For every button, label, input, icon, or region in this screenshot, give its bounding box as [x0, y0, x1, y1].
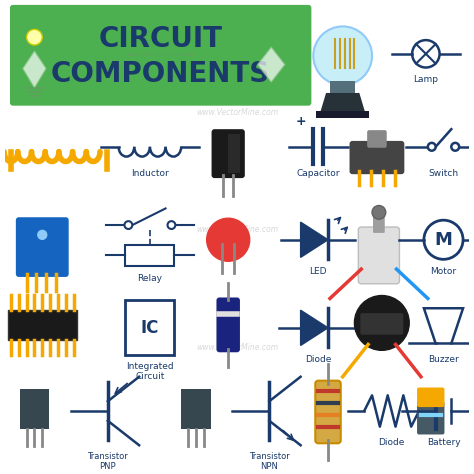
- Text: +: +: [295, 115, 306, 128]
- Circle shape: [27, 29, 42, 45]
- Polygon shape: [257, 47, 285, 82]
- Text: Diode: Diode: [378, 438, 405, 447]
- Circle shape: [36, 229, 48, 241]
- Text: Transistor
NPN: Transistor NPN: [249, 452, 290, 472]
- Text: LED: LED: [310, 267, 327, 276]
- FancyBboxPatch shape: [212, 230, 244, 244]
- Text: Transistor
PNP: Transistor PNP: [88, 452, 128, 472]
- FancyBboxPatch shape: [211, 129, 245, 178]
- Polygon shape: [23, 51, 46, 88]
- FancyBboxPatch shape: [228, 134, 240, 173]
- Text: Motor: Motor: [430, 267, 456, 276]
- Polygon shape: [301, 222, 328, 257]
- Polygon shape: [320, 93, 365, 112]
- Circle shape: [207, 218, 250, 261]
- Text: COMPONENTS: COMPONENTS: [51, 60, 270, 88]
- Text: www.VectorMine.com: www.VectorMine.com: [127, 52, 194, 57]
- FancyBboxPatch shape: [330, 81, 356, 93]
- Circle shape: [125, 221, 132, 229]
- Text: www.VectorMine.com: www.VectorMine.com: [196, 226, 278, 235]
- Circle shape: [451, 143, 459, 151]
- Circle shape: [424, 220, 463, 259]
- Text: CIRCUIT: CIRCUIT: [99, 25, 223, 53]
- Text: Lamp: Lamp: [413, 75, 438, 84]
- Text: www.VectorMine.com: www.VectorMine.com: [196, 343, 278, 352]
- Circle shape: [355, 295, 409, 350]
- FancyBboxPatch shape: [126, 301, 174, 355]
- FancyBboxPatch shape: [16, 217, 69, 277]
- Text: M: M: [435, 231, 452, 249]
- FancyBboxPatch shape: [367, 130, 387, 148]
- Circle shape: [428, 143, 436, 151]
- FancyBboxPatch shape: [417, 401, 445, 435]
- Circle shape: [167, 221, 175, 229]
- Text: Integrated
Circuit: Integrated Circuit: [126, 362, 173, 382]
- FancyBboxPatch shape: [417, 388, 445, 407]
- Text: Buzzer: Buzzer: [428, 355, 459, 364]
- Circle shape: [412, 40, 439, 67]
- Text: Inductor: Inductor: [131, 169, 169, 178]
- Circle shape: [313, 27, 372, 85]
- FancyBboxPatch shape: [373, 211, 385, 233]
- FancyBboxPatch shape: [181, 390, 210, 428]
- Text: www.VectorMine.com: www.VectorMine.com: [196, 108, 278, 117]
- FancyBboxPatch shape: [8, 310, 76, 339]
- FancyBboxPatch shape: [358, 227, 400, 284]
- Circle shape: [372, 206, 386, 219]
- Polygon shape: [301, 310, 328, 346]
- FancyBboxPatch shape: [10, 5, 311, 106]
- Text: Diode: Diode: [305, 355, 331, 364]
- FancyBboxPatch shape: [20, 390, 49, 428]
- Text: Capacitor: Capacitor: [296, 169, 340, 178]
- FancyBboxPatch shape: [316, 110, 369, 118]
- FancyBboxPatch shape: [360, 313, 403, 335]
- Text: IC: IC: [141, 319, 159, 337]
- FancyBboxPatch shape: [349, 141, 404, 174]
- Text: Switch: Switch: [428, 169, 458, 178]
- FancyBboxPatch shape: [217, 298, 240, 352]
- Text: Battery: Battery: [427, 438, 460, 447]
- Text: Relay: Relay: [137, 274, 163, 283]
- FancyBboxPatch shape: [315, 381, 341, 443]
